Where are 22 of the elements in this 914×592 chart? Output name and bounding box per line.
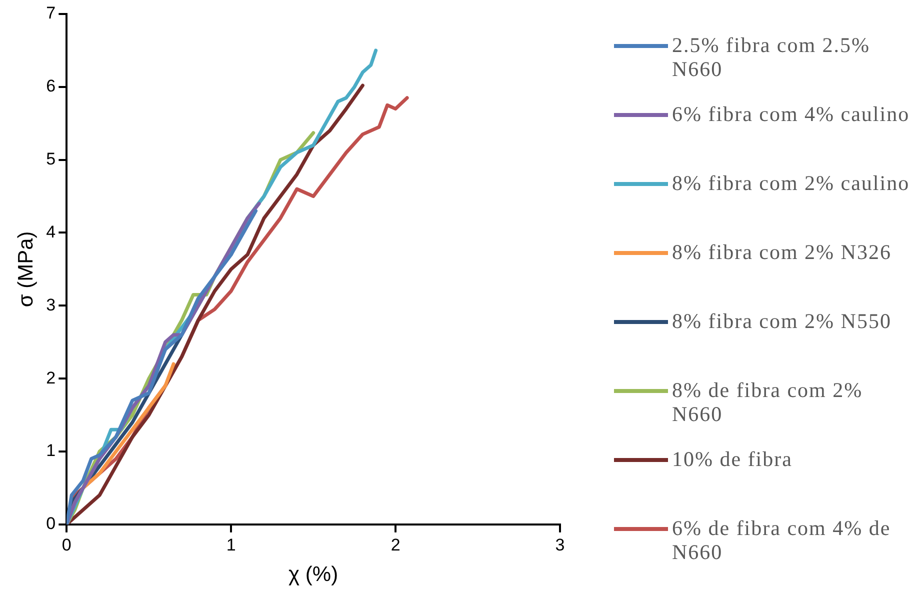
y-tick-label: 0 bbox=[46, 514, 56, 534]
y-tick-label: 3 bbox=[46, 295, 56, 314]
legend-label: 8% fibra com 2% caulino bbox=[672, 171, 910, 195]
y-tick-label: 5 bbox=[46, 150, 56, 169]
y-tick-label: 2 bbox=[46, 368, 56, 388]
y-tick-label: 1 bbox=[46, 441, 56, 460]
legend-label: 6% de fibra com 4% de N660 bbox=[672, 516, 891, 564]
legend-label: 6% fibra com 4% caulino bbox=[672, 102, 910, 126]
legend-label: 8% fibra com 2% N326 bbox=[672, 240, 892, 264]
x-tick-label: 1 bbox=[226, 535, 236, 554]
y-tick-label: 6 bbox=[46, 76, 56, 96]
y-tick-label: 4 bbox=[46, 222, 56, 242]
x-tick-label: 0 bbox=[62, 535, 72, 554]
legend-label: 2.5% fibra com 2.5% N660 bbox=[672, 33, 870, 81]
x-axis-title: χ (%) bbox=[288, 563, 338, 586]
legend-label: 8% de fibra com 2% N660 bbox=[672, 378, 863, 426]
x-tick-label: 2 bbox=[390, 535, 400, 554]
legend-label: 10% de fibra bbox=[672, 447, 792, 471]
y-axis-title: σ (MPa) bbox=[14, 231, 38, 308]
y-tick-label: 7 bbox=[46, 4, 56, 23]
x-tick-label: 3 bbox=[555, 535, 565, 554]
legend-label: 8% fibra com 2% N550 bbox=[672, 309, 892, 333]
